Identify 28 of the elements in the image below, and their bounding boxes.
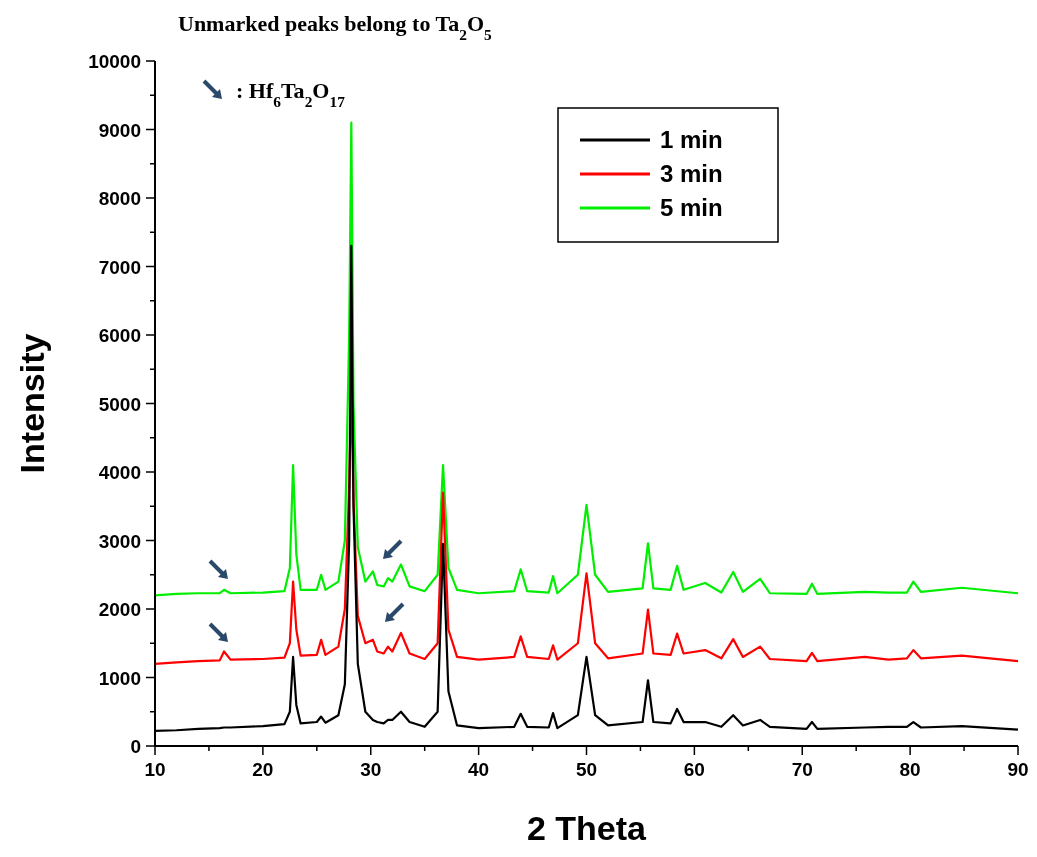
y-tick-label: 0 xyxy=(130,736,141,757)
legend-label: 3 min xyxy=(660,160,723,187)
x-tick-label: 10 xyxy=(144,759,166,780)
x-tick-label: 90 xyxy=(1007,759,1029,780)
x-axis-title: 2 Theta xyxy=(526,809,648,847)
y-tick-label: 9000 xyxy=(98,119,141,141)
x-tick-label: 80 xyxy=(899,759,921,780)
x-tick-label: 20 xyxy=(252,759,274,780)
legend-label: 1 min xyxy=(660,126,723,153)
y-tick-label: 1000 xyxy=(98,667,141,689)
line-series xyxy=(153,121,1020,597)
y-tick-label: 3000 xyxy=(98,530,141,552)
y-tick-label: 10000 xyxy=(88,51,141,72)
x-tick-label: 70 xyxy=(791,759,813,780)
x-tick-label: 60 xyxy=(683,759,705,780)
y-tick-label: 4000 xyxy=(98,462,141,483)
x-tick-label: 40 xyxy=(468,759,490,780)
annotation: : Hf$_{6}$Ta$_{2}$O$_{17}$ xyxy=(236,78,346,110)
x-tick-label: 50 xyxy=(575,759,598,780)
x-tick-label: 30 xyxy=(360,759,382,780)
y-axis-title: Intensity xyxy=(13,333,51,474)
y-tick-label: 5000 xyxy=(98,393,141,415)
legend-label: 5 min xyxy=(660,194,723,221)
y-tick-label: 2000 xyxy=(98,599,141,620)
y-tick-label: 8000 xyxy=(98,188,141,209)
y-tick-label: 7000 xyxy=(98,256,141,278)
chart-title: Unmarked peaks belong to Ta$_{2}$O$_{5}$ xyxy=(178,11,493,43)
y-tick-label: 6000 xyxy=(98,325,141,346)
